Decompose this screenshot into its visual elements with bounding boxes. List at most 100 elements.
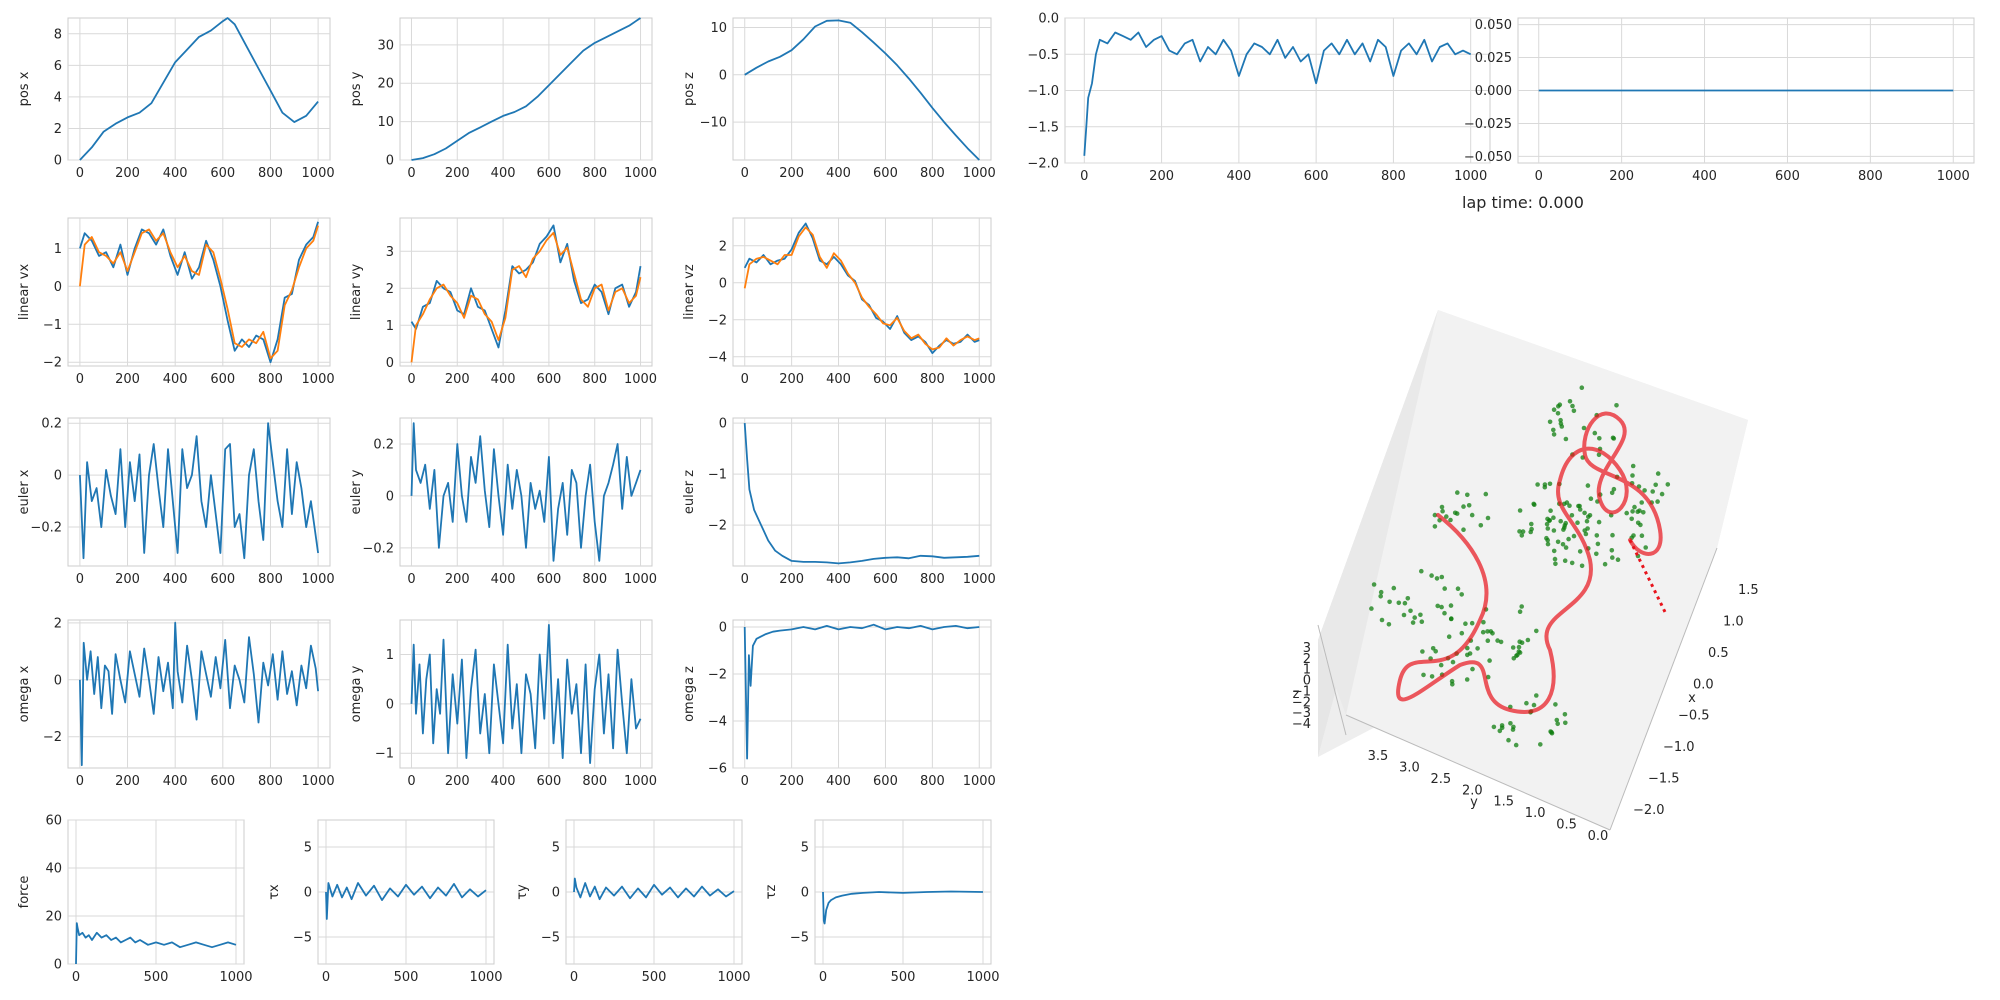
waypoint-marker [1475, 646, 1480, 651]
waypoint-marker [1596, 519, 1602, 525]
waypoint-marker [1558, 518, 1563, 524]
waypoint-marker [1545, 526, 1551, 531]
waypoint-marker [1562, 558, 1568, 563]
y-tick-label: 0 [386, 154, 394, 169]
waypoint-marker [1510, 645, 1516, 650]
y-tick-label: −2.0 [1027, 157, 1059, 172]
plot-frame [67, 17, 331, 161]
subplot-euler-z: 0 200 400 600 800 1000 −2 −1 0 euler z [682, 417, 996, 587]
waypoint-marker [1442, 586, 1447, 591]
waypoint-marker [1478, 523, 1484, 528]
waypoint-marker [1465, 645, 1470, 651]
series-line-0 [573, 877, 735, 901]
y-axis-label: pos y [349, 71, 364, 106]
waypoint-marker [1439, 504, 1445, 510]
y-axis-label: τx [267, 884, 282, 900]
y-tick-label: −2 [708, 313, 727, 328]
waypoint-marker [1396, 600, 1402, 606]
z3d-tick-label: −2 [1292, 695, 1311, 710]
x-tick-label: 1000 [963, 372, 996, 387]
x-tick-label: 400 [163, 166, 188, 181]
x-tick-label: 500 [891, 970, 916, 985]
waypoint-marker [1557, 402, 1563, 408]
x-tick-label: 400 [826, 572, 851, 587]
x-tick-label: 400 [163, 372, 188, 387]
x-tick-label: 400 [491, 774, 516, 789]
x-tick-label: 1000 [219, 970, 252, 985]
series-line-0 [743, 623, 980, 760]
x-tick-label: 200 [1609, 169, 1634, 184]
waypoint-marker [1587, 513, 1593, 518]
waypoint-marker [1596, 452, 1602, 458]
lap-time-label: lap time: 0.000 [1462, 193, 1584, 212]
y-tick-label: −0.2 [30, 521, 62, 536]
y-tick-label: −0.025 [1464, 117, 1512, 132]
waypoint-marker [1609, 490, 1615, 496]
waypoint-marker [1519, 533, 1525, 538]
trajectory-path [1396, 411, 1663, 714]
pane-floor [1346, 310, 1748, 830]
waypoint-marker [1506, 737, 1511, 743]
waypoint-marker [1480, 629, 1486, 635]
x-tick-label: 0 [407, 166, 415, 181]
waypoint-marker [1655, 471, 1661, 476]
series-line-0 [822, 890, 984, 925]
waypoint-marker [1442, 610, 1447, 616]
waypoint-marker [1548, 508, 1553, 513]
y3d-tick-label: 3.0 [1399, 760, 1420, 775]
x-tick-label: 0 [741, 372, 749, 387]
x-tick-label: 400 [1692, 169, 1717, 184]
x-tick-label: 1000 [302, 372, 335, 387]
y-tick-label: 10 [377, 115, 394, 130]
y-tick-label: 2 [719, 239, 727, 254]
x-tick-label: 800 [1381, 169, 1406, 184]
y-tick-label: 1 [386, 319, 394, 334]
plot-frame [67, 417, 331, 567]
y-tick-label: 20 [377, 77, 394, 92]
waypoint-marker [1401, 612, 1407, 618]
x-tick-label: 0 [76, 166, 84, 181]
waypoint-marker [1487, 658, 1492, 663]
waypoint-marker [1558, 421, 1564, 426]
y-tick-label: 0.025 [1475, 51, 1512, 66]
waypoint-marker [1491, 724, 1497, 730]
y-tick-label: 0 [801, 886, 809, 901]
waypoint-marker [1592, 430, 1598, 436]
series-line-1 [79, 221, 319, 364]
waypoint-marker [1429, 674, 1435, 679]
waypoint-marker [1369, 606, 1374, 611]
waypoint-marker [1490, 631, 1495, 636]
waypoint-marker [1571, 533, 1577, 539]
waypoint-marker [1402, 600, 1408, 606]
y-tick-label: −4 [708, 715, 727, 730]
waypoint-marker [1650, 489, 1655, 494]
x-tick-label: 0 [407, 774, 415, 789]
x-tick-label: 200 [115, 572, 140, 587]
y-tick-label: 0 [719, 68, 727, 83]
waypoint-marker [1563, 436, 1569, 442]
waypoint-marker [1569, 560, 1575, 566]
x3d-tick-label: 0.0 [1693, 677, 1714, 692]
waypoint-marker [1544, 535, 1549, 541]
x3d-tick-label: −0.5 [1678, 709, 1710, 724]
waypoint-marker [1588, 496, 1594, 502]
waypoint-marker [1446, 634, 1452, 639]
waypoint-marker [1547, 481, 1553, 487]
x-tick-label: 600 [536, 774, 561, 789]
x-tick-label: 0 [407, 372, 415, 387]
x-tick-label: 400 [826, 166, 851, 181]
x-tick-label: 600 [210, 166, 235, 181]
x-tick-label: 400 [491, 372, 516, 387]
y-tick-label: 0 [552, 886, 560, 901]
y-tick-label: 6 [54, 59, 62, 74]
waypoint-marker [1560, 542, 1566, 547]
x-tick-label: 600 [210, 774, 235, 789]
x-tick-label: 0 [741, 166, 749, 181]
waypoint-marker [1510, 727, 1516, 732]
x-tick-label: 600 [873, 166, 898, 181]
waypoint-marker [1610, 555, 1615, 560]
y-axis-label: force [17, 876, 32, 909]
waypoint-marker [1594, 551, 1599, 557]
waypoint-marker [1570, 403, 1575, 409]
waypoint-marker [1529, 526, 1534, 532]
